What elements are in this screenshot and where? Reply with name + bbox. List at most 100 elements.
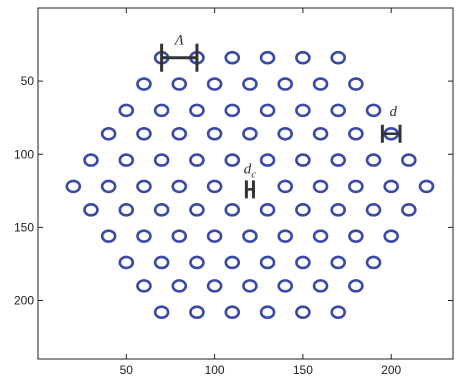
lattice-hole-marker [224,103,241,118]
lattice-hole-marker [153,203,170,217]
lattice-hole-marker [136,279,152,293]
lattice-hole-marker [100,229,117,243]
y-tick-label: 50 [21,74,35,88]
lattice-hole-marker [259,305,276,320]
axes-box [37,7,454,360]
lattice-hole-marker [330,305,347,320]
lattice-hole-marker [259,103,276,118]
lattice-hole-marker [242,229,258,243]
x-tick-label: 150 [293,363,313,377]
lattice-hole-marker [118,203,135,217]
lattice-hole-marker [189,255,205,270]
lattice-hole-marker [171,279,188,293]
lattice-hole-marker [277,77,294,91]
lattice-hole-marker [312,126,329,141]
lattice-hole-marker [259,50,276,65]
lattice-hole-marker [171,77,188,91]
x-tick-label: 50 [120,363,134,377]
lattice-hole-marker [136,229,152,243]
lattice-hole-marker [118,153,135,167]
lattice-hole-marker [348,279,364,293]
x-tick-label: 100 [205,363,225,377]
lattice-hole-marker [312,229,329,243]
x-tick-label: 200 [381,363,401,377]
lattice-hole-marker [118,103,135,118]
core-label-sub: c [251,168,256,180]
lattice-hole-marker [100,179,117,194]
core-dimension [244,180,255,199]
lattice-hole-marker [206,126,223,141]
lattice-hole-marker [224,203,241,217]
lattice-hole-marker [365,255,382,270]
lattice-hole-marker [383,229,399,243]
lattice-hole-marker [242,279,258,293]
lattice-hole-marker [295,203,311,217]
lattice-hole-marker [242,126,258,141]
lattice-hole-marker [65,179,82,194]
lattice-hole-marker [259,203,276,217]
lattice-hole-marker [312,179,329,194]
lattice-hole-marker [418,179,435,194]
lattice-hole-marker [206,77,223,91]
lattice-hole-marker [136,126,152,141]
lattice-hole-marker [295,153,311,167]
lattice-hole-marker [295,50,311,65]
lattice-hole-marker [136,179,152,194]
lattice-hole-marker [153,153,170,167]
lattice-hole-marker [206,179,223,194]
pitch-dimension [160,43,199,72]
lattice-hole-marker [189,153,205,167]
lattice-hole-marker [365,153,382,167]
lattice-hole-marker [330,50,347,65]
lattice-hole-marker [295,305,311,320]
lattice-hole-marker [348,179,364,194]
lattice-hole-marker [277,229,294,243]
lattice-hole-marker [189,103,205,118]
y-tick-label: 200 [14,294,34,308]
hole-label: d [389,104,397,120]
hole-dimension [380,124,402,143]
lattice-hole-marker [348,126,364,141]
lattice-hole-marker [330,255,347,270]
lattice-hole-marker [295,255,311,270]
lattice-hole-marker [171,179,188,194]
markers-layer [65,50,435,320]
lattice-hole-marker [348,77,364,91]
lattice-hole-marker [330,203,347,217]
lattice-hole-marker [348,229,364,243]
lattice-hole-marker [401,153,417,167]
lattice-hole-marker [224,255,241,270]
lattice-hole-marker [171,126,188,141]
lattice-hole-marker [312,279,329,293]
lattice-hole-marker [365,103,382,118]
lattice-hole-marker [83,203,99,217]
lattice-hole-marker [365,203,382,217]
lattice-hole-marker [224,153,241,167]
lattice-hole-marker [330,103,347,118]
core-label: dc [244,161,257,180]
lattice-hole-marker [206,229,223,243]
lattice-hole-marker [224,50,241,65]
lattice-hole-marker [136,77,152,91]
pitch-label: Λ [173,33,184,49]
lattice-hole-marker [153,305,170,320]
lattice-hole-marker [189,203,205,217]
y-tick-label: 150 [14,220,34,234]
lattice-hole-marker [100,126,117,141]
lattice-hole-marker [259,255,276,270]
lattice-hole-marker [189,305,205,320]
lattice-hole-marker [242,77,258,91]
lattice-hole-marker [153,255,170,270]
lattice-hole-marker [277,126,294,141]
lattice-hole-marker [83,153,99,167]
lattice-hole-marker [206,279,223,293]
y-tick-label: 100 [14,147,34,161]
lattice-hole-marker [295,103,311,118]
lattice-hole-marker [153,103,170,118]
ticks-layer: 50 100 150 200 50 100 150 200 [14,8,453,377]
lattice-hole-marker [277,279,294,293]
core-label-main: d [244,161,252,177]
